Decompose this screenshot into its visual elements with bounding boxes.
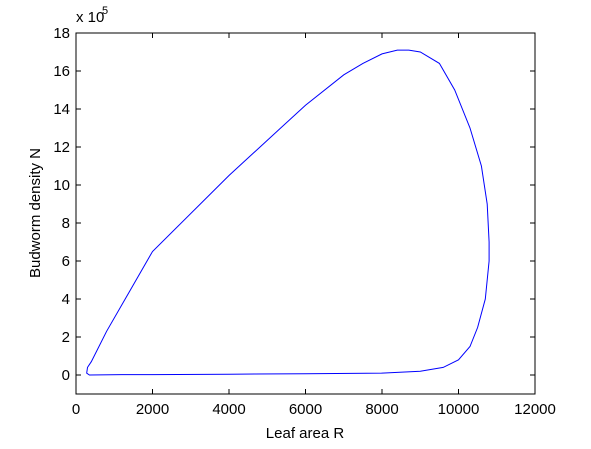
- x-tick-label: 8000: [365, 401, 398, 418]
- y-tick-label: 10: [53, 177, 70, 194]
- x-tick-label: 10000: [438, 401, 480, 418]
- y-multiplier: x 10: [76, 9, 104, 26]
- x-axis-label: Leaf area R: [266, 425, 345, 442]
- y-tick-label: 0: [62, 367, 70, 384]
- y-axis-label: Budworm density N: [27, 148, 44, 278]
- data-line: [86, 49, 490, 376]
- y-tick-label: 16: [53, 63, 70, 80]
- y-tick-label: 18: [53, 25, 70, 42]
- x-tick-label: 2000: [136, 401, 169, 418]
- x-tick-label: 0: [72, 401, 80, 418]
- x-tick-label: 4000: [212, 401, 245, 418]
- y-tick-label: 14: [53, 101, 70, 118]
- y-multiplier-exponent: 5: [102, 5, 108, 17]
- y-tick-label: 4: [62, 291, 70, 308]
- y-tick-label: 2: [62, 329, 70, 346]
- x-tick-label: 6000: [289, 401, 322, 418]
- y-tick-label: 12: [53, 139, 70, 156]
- y-tick-label: 8: [62, 215, 70, 232]
- x-tick-label: 12000: [514, 401, 556, 418]
- y-tick-label: 6: [62, 253, 70, 270]
